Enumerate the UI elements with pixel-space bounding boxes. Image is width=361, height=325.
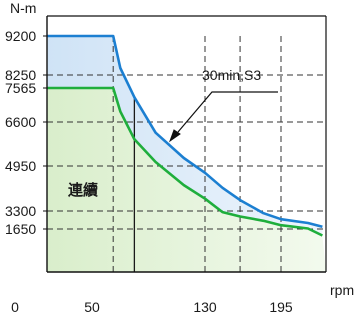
- series-lines: [47, 34, 323, 237]
- y-tick-label-4950: 4950: [5, 158, 36, 174]
- area-fills: [47, 36, 326, 272]
- y-tick-label-8250: 8250: [5, 67, 36, 83]
- y-tick-label-6600: 6600: [5, 114, 36, 130]
- x-tick-label-50: 50: [84, 299, 100, 315]
- annotation-leader-line: [177, 91, 278, 133]
- x-tick-label-130: 130: [193, 299, 217, 315]
- x-tick-label-195: 195: [269, 299, 293, 315]
- annotation-arrowhead: [168, 129, 181, 143]
- axes: [43, 15, 327, 273]
- grid-lines: [47, 36, 326, 272]
- series-fill-continuous: [47, 88, 326, 272]
- annotation-30min-s3: 30min,S3: [202, 67, 261, 83]
- x-axis-title: rpm: [330, 282, 354, 298]
- y-tick-label-9200: 9200: [5, 28, 36, 44]
- series-line-30min-s3: [47, 34, 323, 229]
- y-tick-label-1650: 1650: [5, 221, 36, 237]
- y-tick-label-3300: 3300: [5, 203, 36, 219]
- series-fill-30min-s3: [47, 36, 323, 236]
- series-line-continuous: [47, 86, 323, 237]
- x-tick-label-0: 0: [11, 299, 19, 315]
- y-tick-label-7565: 7565: [5, 80, 36, 96]
- annotation-continuous: 連續: [68, 181, 98, 199]
- y-axis-title: N-m: [10, 0, 36, 16]
